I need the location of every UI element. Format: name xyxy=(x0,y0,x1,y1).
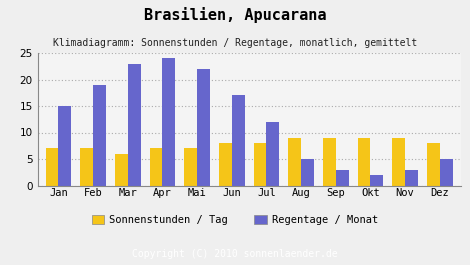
Text: Brasilien, Apucarana: Brasilien, Apucarana xyxy=(144,7,326,23)
Bar xyxy=(46,148,58,185)
Text: Klimadiagramm: Sonnenstunden / Regentage, monatlich, gemittelt: Klimadiagramm: Sonnenstunden / Regentage… xyxy=(53,38,417,48)
Bar xyxy=(219,143,232,186)
Bar xyxy=(266,122,279,186)
Bar xyxy=(58,106,71,186)
Bar xyxy=(163,58,175,186)
Bar xyxy=(392,138,405,186)
Bar xyxy=(254,143,266,186)
Bar xyxy=(370,175,383,186)
Bar xyxy=(301,159,314,186)
Bar xyxy=(336,170,349,185)
Text: Copyright (C) 2010 sonnenlaender.de: Copyright (C) 2010 sonnenlaender.de xyxy=(132,249,338,259)
Bar xyxy=(80,148,93,185)
Bar xyxy=(232,95,244,186)
Bar xyxy=(288,138,301,186)
Bar xyxy=(405,170,418,185)
Bar xyxy=(184,148,197,185)
Bar xyxy=(427,143,440,186)
Legend: Sonnenstunden / Tag, Regentage / Monat: Sonnenstunden / Tag, Regentage / Monat xyxy=(87,211,383,229)
Bar xyxy=(115,154,128,186)
Bar xyxy=(323,138,336,186)
Bar xyxy=(128,64,141,186)
Bar xyxy=(197,69,210,186)
Bar xyxy=(440,159,453,186)
Bar xyxy=(149,148,163,185)
Bar xyxy=(358,138,370,186)
Bar xyxy=(93,85,106,186)
